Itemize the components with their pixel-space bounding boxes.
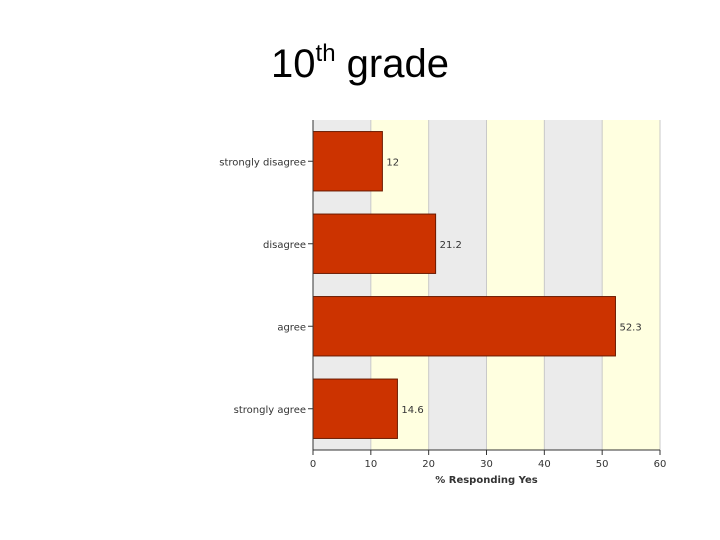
plot-band [428, 120, 487, 450]
bar [312, 378, 398, 439]
chart-labels: 12 strongly disagree 21.2 disagree 52.3 agree… [219, 157, 666, 486]
plot-background [313, 120, 661, 450]
bar [312, 213, 437, 274]
plot-band [544, 120, 603, 450]
data-label: 12 [386, 157, 399, 168]
data-label: 14.6 [401, 405, 423, 416]
category-label: strongly disagree [219, 157, 306, 168]
bar [312, 296, 616, 357]
axes [308, 120, 661, 455]
data-label: 21.2 [440, 240, 462, 251]
x-tick-label: 10 [364, 459, 377, 470]
x-tick-label: 30 [480, 459, 493, 470]
x-axis-title: % Responding Yes [435, 475, 538, 486]
title-number: 10 [271, 42, 316, 86]
x-tick-label: 0 [310, 459, 316, 470]
x-tick-label: 60 [654, 459, 667, 470]
bar [312, 131, 383, 192]
bar-group [312, 131, 616, 439]
category-label: disagree [263, 240, 306, 251]
title-rest: grade [335, 42, 449, 86]
data-label: 52.3 [619, 322, 641, 333]
title-superscript: th [315, 40, 336, 67]
plot-band [602, 120, 660, 450]
x-tick-label: 40 [538, 459, 551, 470]
slide-title: 10th grade [0, 40, 720, 87]
x-tick-label: 20 [422, 459, 435, 470]
category-label: agree [277, 322, 306, 333]
category-label: strongly agree [234, 405, 306, 416]
plot-band [486, 120, 545, 450]
x-tick-label: 50 [596, 459, 609, 470]
